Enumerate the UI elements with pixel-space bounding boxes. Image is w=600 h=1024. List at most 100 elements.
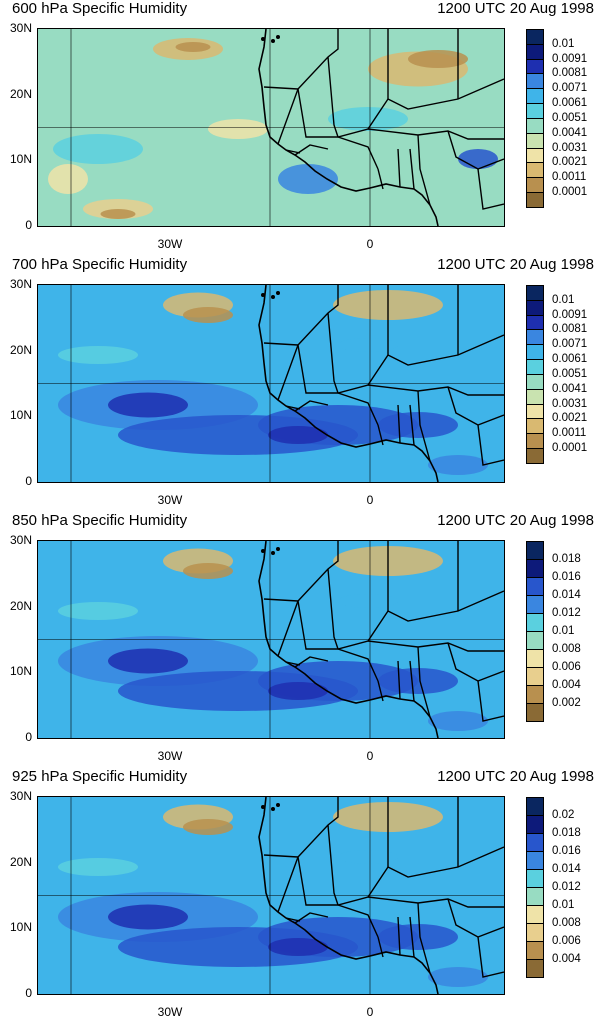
colorbar-swatch (526, 631, 544, 650)
humidity-map (37, 284, 505, 483)
country-border (417, 134, 431, 206)
y-tick-label: 30N (9, 21, 32, 35)
x-tick-label: 30W (157, 1005, 183, 1019)
country-border (327, 824, 339, 906)
country-border (297, 78, 504, 138)
country-border (337, 648, 379, 682)
colorbar-label: 0.01 (552, 293, 575, 306)
colorbar-swatch (526, 905, 544, 924)
humidity-map (37, 28, 505, 227)
colorbar-label: 0.0001 (552, 442, 588, 455)
humidity-contour (58, 602, 138, 620)
colorbar-label: 0.008 (552, 643, 581, 655)
country-border (297, 590, 504, 650)
country-border (477, 936, 504, 978)
country-border (327, 312, 339, 394)
colorbar-label: 0.0031 (552, 141, 588, 154)
colorbar-swatch (526, 649, 544, 668)
y-tick-label: 20N (9, 343, 32, 357)
humidity-contour (268, 938, 328, 956)
y-tick-label: 20N (9, 599, 32, 613)
island (276, 35, 280, 39)
x-tick-label: 30W (157, 749, 183, 763)
colorbar-label: 0.01 (552, 37, 575, 50)
island (276, 547, 280, 551)
country-border (377, 660, 415, 702)
humidity-contour (428, 711, 488, 731)
humidity-contour (48, 164, 88, 194)
coastline (258, 541, 439, 738)
humidity-map (37, 540, 505, 739)
panel-timestamp: 1200 UTC 20 Aug 1998 (437, 0, 594, 17)
coastline (258, 29, 439, 226)
y-tick-label: 10N (9, 664, 32, 678)
y-tick-label: 30N (9, 533, 32, 547)
colorbar-label: 0.0021 (552, 412, 588, 425)
map-panel-4: 925 hPa Specific Humidity 1200 UTC 20 Aug… (0, 768, 600, 1024)
country-border (327, 568, 339, 650)
coastline (258, 797, 439, 994)
country-border (263, 598, 299, 602)
country-border (447, 386, 504, 426)
colorbar-swatch (526, 959, 544, 978)
colorbar-swatch (526, 703, 544, 722)
humidity-contour (183, 819, 233, 835)
colorbar-label: 0.016 (552, 845, 581, 857)
colorbar-swatch (526, 58, 544, 75)
colorbar-label: 0.014 (552, 863, 581, 875)
colorbar-swatch (526, 192, 544, 208)
colorbar-label: 0.006 (552, 661, 581, 673)
country-border (477, 168, 504, 210)
colorbar-label: 0.0081 (552, 323, 588, 336)
humidity-contour (208, 119, 268, 139)
colorbar-swatch (526, 887, 544, 906)
coastline (258, 285, 439, 482)
colorbar-label: 0.0091 (552, 52, 588, 65)
colorbar-swatch (526, 797, 544, 816)
humidity-map (37, 796, 505, 995)
country-border (447, 130, 504, 170)
island (261, 293, 265, 297)
colorbar-swatch (526, 448, 544, 464)
colorbar-label: 0.0071 (552, 82, 588, 95)
panel-title: 925 hPa Specific Humidity (12, 768, 188, 785)
colorbar-label: 0.0091 (552, 308, 588, 321)
colorbar-swatch (526, 117, 544, 134)
y-tick-label: 30N (9, 789, 32, 803)
colorbar-swatch (526, 559, 544, 578)
colorbar-swatch (526, 833, 544, 852)
colorbar-label: 0.006 (552, 935, 581, 947)
y-tick-label: 0 (25, 730, 32, 744)
colorbar-swatch (526, 418, 544, 435)
panel-title: 600 hPa Specific Humidity (12, 0, 188, 17)
colorbar-swatch (526, 73, 544, 90)
colorbar-swatch (526, 577, 544, 596)
colorbar-label: 0.012 (552, 607, 581, 619)
colorbar: 0.018 0.016 0.014 0.012 0.01 0.008 0.006 0.004 0… (526, 541, 600, 722)
island (276, 803, 280, 807)
colorbar-label: 0.018 (552, 553, 581, 565)
humidity-contour (428, 967, 488, 987)
country-border (477, 680, 504, 722)
colorbar-swatch (526, 299, 544, 316)
colorbar-swatch (526, 177, 544, 194)
colorbar-label: 0.0071 (552, 338, 588, 351)
colorbar-swatch (526, 869, 544, 888)
colorbar-swatch (526, 941, 544, 960)
colorbar: 0.02 0.018 0.016 0.014 0.012 0.01 0.008 0.006 0.… (526, 797, 600, 978)
y-tick-label: 10N (9, 408, 32, 422)
country-border (263, 86, 299, 90)
humidity-contour (408, 50, 468, 68)
colorbar-swatch (526, 359, 544, 375)
country-border (477, 424, 504, 466)
colorbar-label: 0.004 (552, 679, 581, 691)
country-border (263, 854, 299, 858)
island (261, 805, 265, 809)
country-border (417, 646, 431, 718)
colorbar-label: 0.002 (552, 697, 581, 709)
colorbar-label: 0.018 (552, 827, 581, 839)
island (271, 551, 275, 555)
panel-title: 700 hPa Specific Humidity (12, 256, 188, 273)
map-panel-1: 600 hPa Specific Humidity 1200 UTC 20 Aug… (0, 0, 600, 256)
x-tick-label: 0 (366, 1005, 374, 1019)
